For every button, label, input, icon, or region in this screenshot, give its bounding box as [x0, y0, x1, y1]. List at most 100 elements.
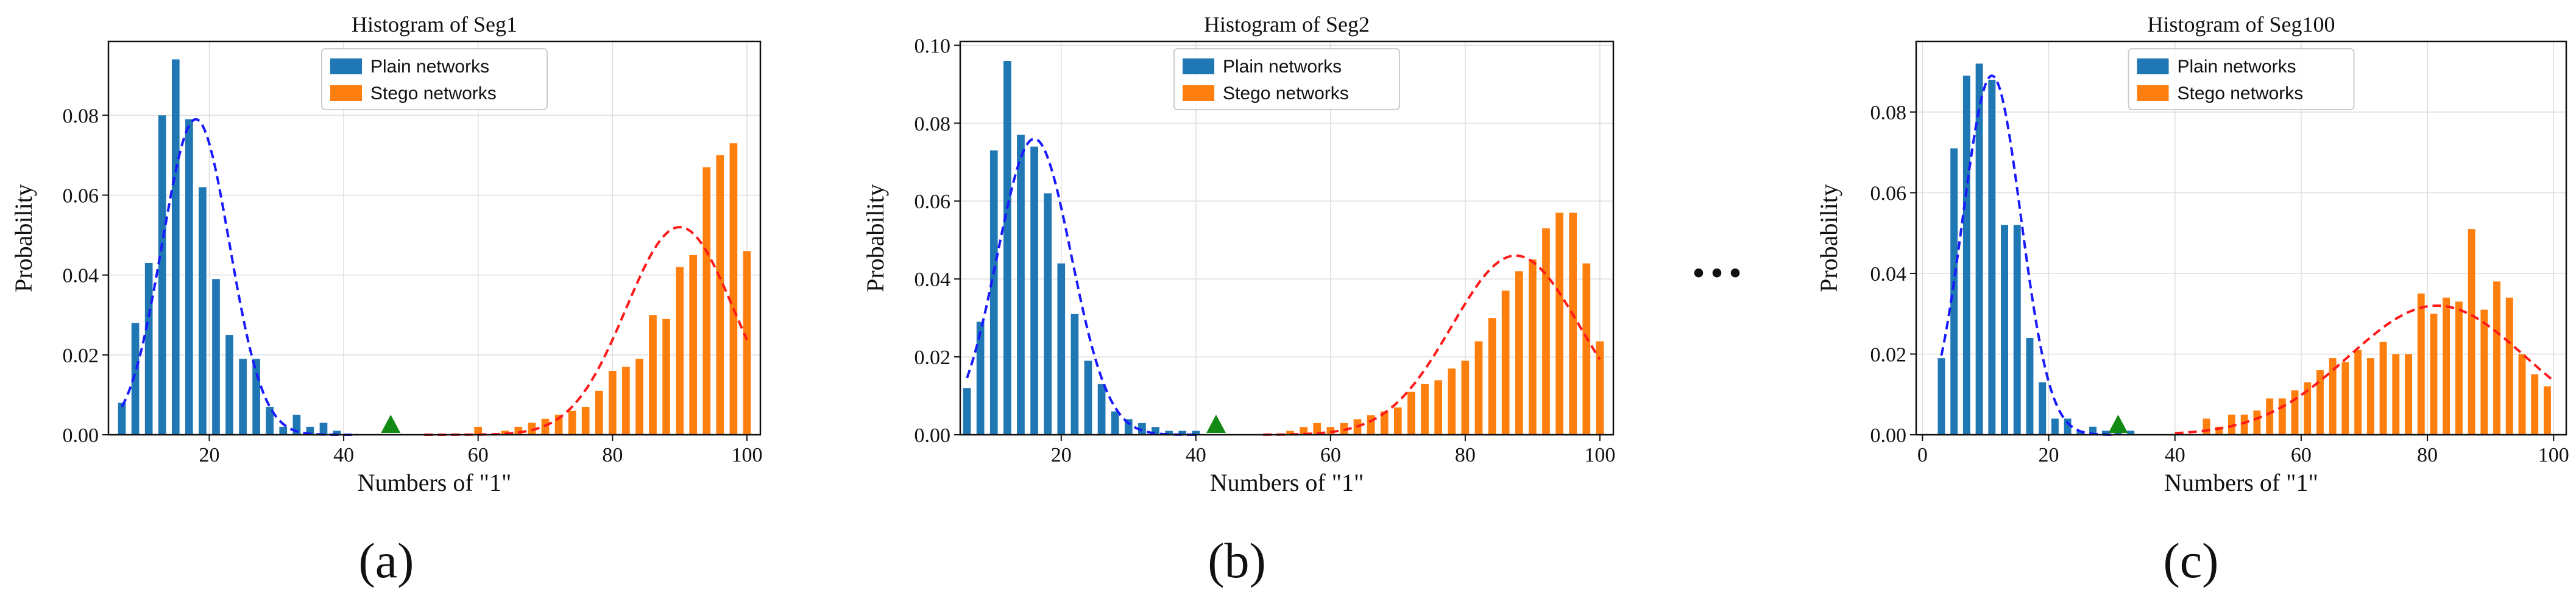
- bar-stego: [2392, 354, 2400, 435]
- bar-stego: [1529, 259, 1537, 435]
- bar-stego: [1286, 431, 1294, 435]
- fit-curve-stego: [2174, 304, 2555, 435]
- bar-stego: [1569, 213, 1577, 435]
- x-tick-label: 100: [2538, 444, 2569, 466]
- chart-2: 20 40 60 80 100 0.00 0.02 0.04 0.06 0.08 0.10 Histo…: [862, 12, 1615, 496]
- x-tick-label: 80: [1455, 444, 1476, 466]
- bar-stego: [1596, 341, 1604, 435]
- y-tick-label: 0.00: [1870, 424, 1907, 447]
- bar-stego: [2417, 293, 2425, 435]
- bar-stego: [649, 315, 657, 435]
- x-tick-label: 40: [2165, 444, 2185, 466]
- bar-plain: [2001, 225, 2008, 435]
- bar-stego: [729, 143, 738, 435]
- panel-label-c: (c): [2163, 533, 2218, 588]
- bar-stego: [1542, 228, 1550, 435]
- bar-stego: [635, 359, 643, 435]
- bar-plain: [1003, 60, 1011, 435]
- bar-stego: [2215, 426, 2223, 435]
- bar-stego: [2379, 342, 2387, 435]
- plot-frame: [1915, 40, 2567, 436]
- bar-plain: [1111, 411, 1119, 435]
- x-tick-label: 100: [731, 444, 762, 466]
- plot-frame: [959, 40, 1615, 436]
- bar-stego: [2341, 362, 2349, 435]
- bar-plain: [963, 388, 971, 435]
- threshold-marker: [381, 415, 401, 433]
- y-tick-label: 0.02: [915, 346, 951, 369]
- bar-plain: [1017, 135, 1025, 435]
- bar-stego: [716, 155, 724, 435]
- legend-label-stego: Stego networks: [370, 83, 497, 104]
- y-tick-label: 0.06: [915, 191, 951, 213]
- fit-curve-stego: [424, 225, 748, 436]
- bar-plain: [2076, 431, 2084, 435]
- bar-stego: [2253, 410, 2261, 435]
- bar-stego: [2203, 418, 2210, 435]
- bar-stego: [702, 167, 711, 435]
- bar-plain: [2064, 418, 2072, 435]
- bar-stego: [474, 426, 483, 435]
- x-tick-label: 60: [2291, 444, 2312, 466]
- y-tick-label: 0.02: [63, 345, 99, 367]
- y-axis-label: Probability: [862, 184, 889, 292]
- bar-plain: [2026, 337, 2034, 435]
- bar-plain: [212, 279, 220, 435]
- bar-stego: [595, 390, 603, 435]
- ellipsis: ···: [1690, 243, 1744, 303]
- y-tick-label: 0.08: [915, 113, 951, 135]
- chart-title: Histogram of Seg1: [352, 12, 517, 37]
- bar-stego: [622, 367, 630, 435]
- bar-plain: [1950, 148, 1958, 435]
- bar-plain: [1192, 431, 1200, 435]
- bar-plain: [2039, 382, 2047, 435]
- bar-stego: [2329, 358, 2337, 435]
- y-axis-label: Probability: [1815, 184, 1842, 292]
- bar-plain: [2089, 426, 2097, 435]
- plot-frame: [107, 40, 762, 436]
- bar-stego: [2468, 229, 2475, 435]
- x-tick-label: 40: [333, 444, 354, 466]
- y-axis-label: Probability: [10, 184, 37, 292]
- bar-plain: [1070, 314, 1079, 435]
- bar-stego: [2291, 390, 2299, 435]
- chart-title: Histogram of Seg100: [2148, 12, 2335, 37]
- bar-plain: [266, 407, 274, 435]
- y-tick-label: 0.06: [63, 185, 99, 207]
- bar-plain: [131, 323, 140, 435]
- bar-plain: [1975, 63, 1983, 435]
- bar-stego: [1461, 360, 1470, 435]
- bar-stego: [2366, 358, 2374, 435]
- x-tick-label: 60: [468, 444, 489, 466]
- chart-title: Histogram of Seg2: [1204, 12, 1370, 37]
- bar-stego: [1474, 341, 1483, 435]
- bar-stego: [2518, 354, 2526, 435]
- chart-1: 20 40 60 80 100 0.00 0.02 0.04 0.06 0.08 Histogram…: [10, 12, 762, 496]
- fit-curve-plain: [966, 137, 1196, 436]
- bar-plain: [1030, 146, 1038, 435]
- bar-stego: [689, 255, 698, 435]
- bar-plain: [1937, 358, 1945, 435]
- bar-stego: [2455, 301, 2463, 435]
- fit-curve-plain: [1940, 74, 2112, 436]
- x-tick-label: 20: [199, 444, 219, 466]
- y-tick-label: 0.04: [1870, 263, 1907, 286]
- bar-stego: [676, 267, 684, 435]
- bar-stego: [2493, 281, 2501, 435]
- chart-3: 0 20 40 60 80 100 0.00 0.02 0.04 0.06 0.08 Histogra…: [1815, 12, 2569, 496]
- x-axis-label: Numbers of "1": [2164, 469, 2318, 496]
- y-tick-label: 0.04: [915, 269, 951, 291]
- bar-stego: [1515, 271, 1523, 435]
- bar-stego: [2480, 309, 2488, 435]
- x-tick-label: 80: [602, 444, 623, 466]
- legend-box: [321, 48, 548, 110]
- y-tick-label: 0.02: [1870, 343, 1907, 366]
- bar-plain: [185, 119, 193, 435]
- bar-stego: [1501, 290, 1510, 435]
- legend-swatch-stego: [2137, 85, 2169, 101]
- bar-plain: [1138, 423, 1146, 435]
- bar-stego: [2543, 386, 2551, 435]
- bar-stego: [581, 407, 590, 435]
- bar-stego: [2278, 398, 2286, 435]
- panel-label-a: (a): [358, 533, 414, 588]
